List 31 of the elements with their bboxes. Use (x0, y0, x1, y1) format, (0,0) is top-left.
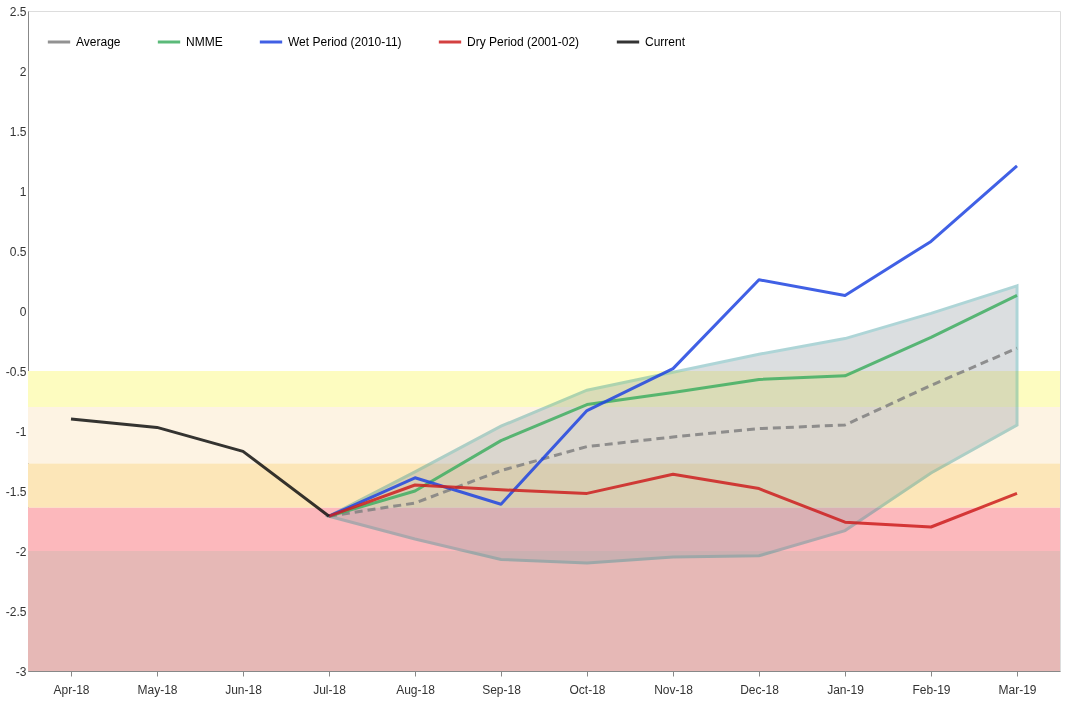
y-tick-label: -1.5 (5, 484, 27, 499)
x-tick-label: Aug-18 (396, 682, 436, 697)
x-tick-label: May-18 (137, 682, 178, 697)
x-tick-label: Oct-18 (569, 682, 606, 697)
x-tick-label: Mar-19 (998, 682, 1037, 697)
legend-label: Average (76, 35, 121, 49)
line-series (69, 417, 331, 518)
x-tick-label: Apr-18 (53, 682, 90, 697)
legend-label: Wet Period (2010-11) (288, 35, 402, 49)
y-tick-label: -1 (15, 424, 27, 439)
x-tick-label: Feb-19 (912, 682, 951, 697)
x-tick-label: Nov-18 (654, 682, 694, 697)
y-tick-label: 1 (19, 184, 27, 199)
x-tick-label: Jan-19 (827, 682, 865, 697)
y-tick-label: 1.5 (9, 124, 27, 139)
y-tick-label: -2 (15, 544, 27, 559)
legend-label: NMME (186, 35, 223, 49)
line-series (327, 472, 1019, 529)
y-tick-label: 0.5 (9, 244, 27, 259)
y-tick-label: -2.5 (5, 604, 27, 619)
y-tick-label: 2.5 (9, 4, 27, 19)
x-tick-label: Jul-18 (313, 682, 347, 697)
y-tick-label: 2 (19, 64, 27, 79)
x-tick-label: Sep-18 (482, 682, 522, 697)
legend-label: Current (645, 35, 686, 49)
y-tick-label: 0 (19, 304, 27, 319)
x-tick-label: Jun-18 (225, 682, 263, 697)
y-tick-label: -3 (15, 664, 27, 679)
x-tick-label: Dec-18 (740, 682, 780, 697)
legend-label: Dry Period (2001-02) (467, 35, 580, 49)
y-tick-label: -0.5 (5, 364, 27, 379)
